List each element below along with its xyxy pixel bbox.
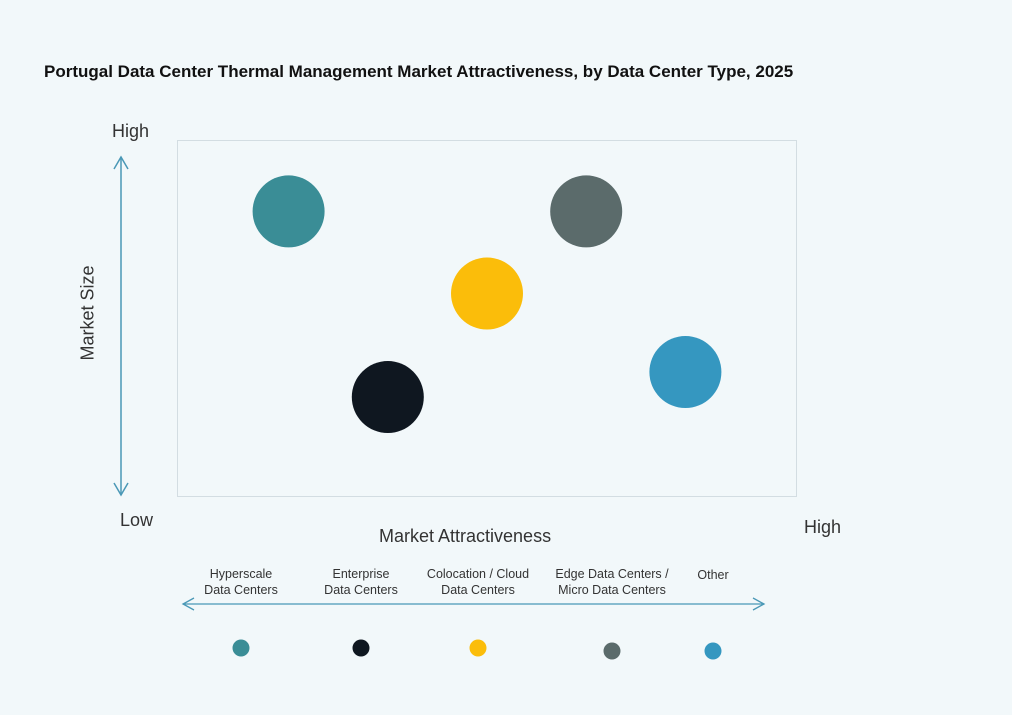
bubble-colocation-cloud-data-centers: [451, 258, 523, 330]
legend-dot-colocation-cloud-data-centers: [470, 640, 487, 657]
bubble-other: [649, 336, 721, 408]
legend-dot-other: [705, 643, 722, 660]
legend-label-enterprise-data-centers: Enterprise Data Centers: [324, 566, 398, 598]
legend-dot-edge-data-centers-micro-data-centers: [604, 643, 621, 660]
legend-label-line: Data Centers: [427, 582, 529, 598]
legend-label-line: Hyperscale: [204, 566, 278, 582]
legend-label-line: Data Centers: [204, 582, 278, 598]
bubble-hyperscale-data-centers: [253, 175, 325, 247]
bubble-edge-data-centers-micro-data-centers: [550, 175, 622, 247]
bubble-enterprise-data-centers: [352, 361, 424, 433]
chart-canvas: [0, 0, 1012, 715]
legend-label-colocation-cloud-data-centers: Colocation / Cloud Data Centers: [427, 566, 529, 598]
legend-label-hyperscale-data-centers: Hyperscale Data Centers: [204, 566, 278, 598]
legend-label-line: Colocation / Cloud: [427, 566, 529, 582]
legend-dot-hyperscale-data-centers: [233, 640, 250, 657]
legend-label-other: Other: [697, 567, 728, 583]
legend-label-line: Enterprise: [324, 566, 398, 582]
legend-label-line: Data Centers: [324, 582, 398, 598]
legend-label-line: Other: [697, 567, 728, 583]
legend-dot-enterprise-data-centers: [353, 640, 370, 657]
legend-label-line: Micro Data Centers: [555, 582, 668, 598]
legend-label-line: Edge Data Centers /: [555, 566, 668, 582]
legend-label-edge-data-centers-micro-data-centers: Edge Data Centers / Micro Data Centers: [555, 566, 668, 598]
